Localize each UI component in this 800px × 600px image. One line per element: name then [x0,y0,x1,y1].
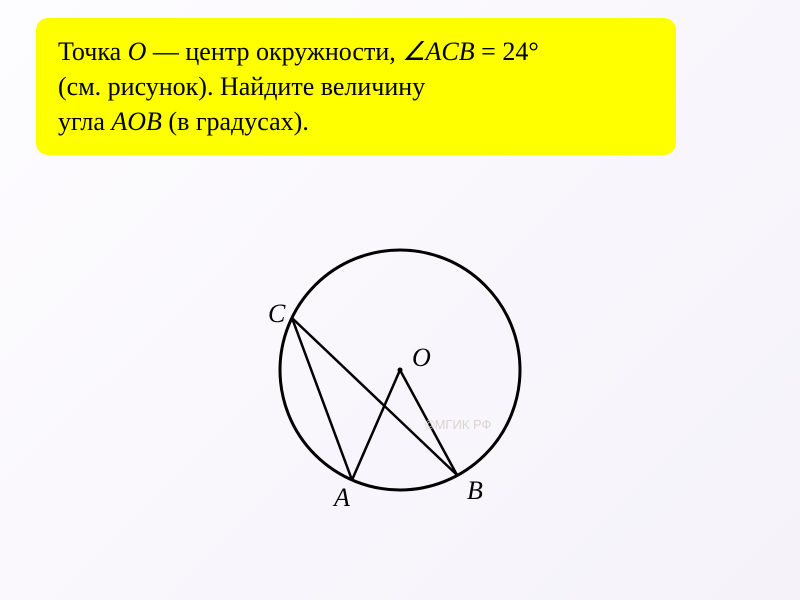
angle-symbol: ∠ [402,37,425,66]
text-segment: (см. рисунок). Найдите величину [58,72,425,101]
text-segment: = 24° [475,37,539,66]
point-label: O [128,37,147,66]
watermark-text: ©МГИК РФ [425,417,491,432]
segment-CB [292,318,457,475]
segment-OA [352,370,400,480]
diagram-svg: C A B O [230,200,570,560]
angle-name: ACB [426,37,475,66]
point-label-C: C [268,299,286,328]
angle-target: AOB [111,107,162,136]
text-segment: Точка [58,37,128,66]
point-label-O: O [412,343,431,372]
text-segment: — центр окружности, [146,37,402,66]
segment-CA [292,318,352,480]
text-segment: (в градусах). [162,107,309,136]
point-label-B: B [467,476,483,505]
geometry-diagram: C A B O [230,200,570,560]
problem-text-box: Точка O — центр окружности, ∠ACB = 24° (… [36,18,676,155]
center-point [398,368,403,373]
text-segment: угла [58,107,111,136]
point-label-A: A [332,483,350,512]
